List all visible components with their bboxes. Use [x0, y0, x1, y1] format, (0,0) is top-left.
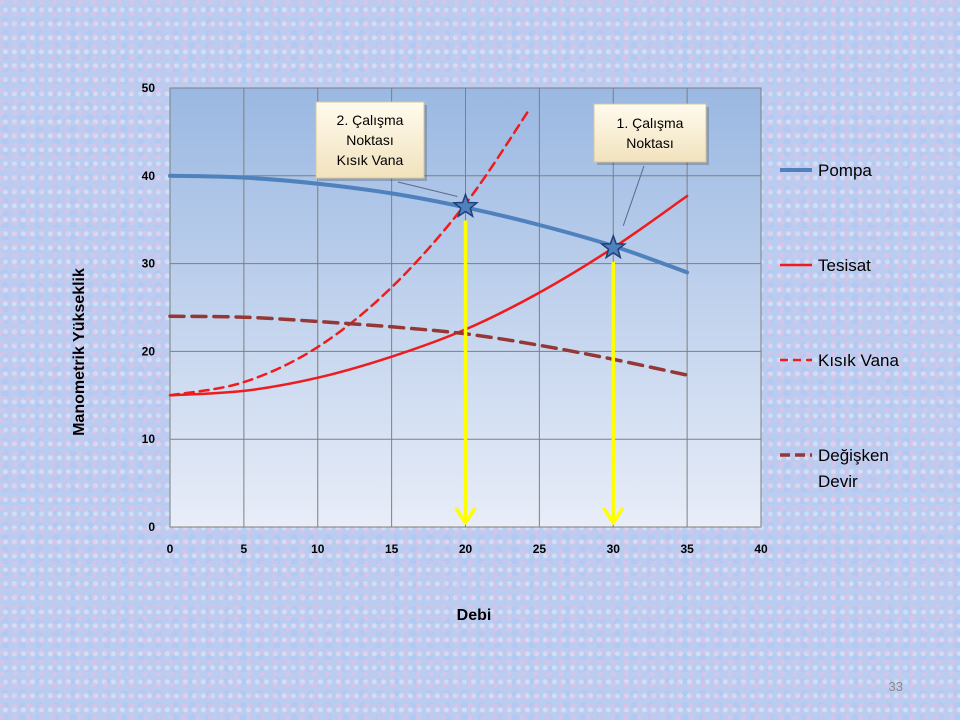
legend-item-4: Değişken Devir — [780, 446, 889, 491]
y-tick-label: 30 — [142, 257, 156, 271]
callout-leader-2 — [622, 165, 645, 226]
legend: Pompa Tesisat Kısık Vana Değişken Devir — [780, 161, 899, 491]
x-tick-label: 5 — [241, 542, 248, 556]
y-tick-label: 50 — [142, 81, 156, 95]
callout-leader-1 — [397, 181, 458, 198]
x-tick-label: 25 — [533, 542, 547, 556]
x-axis-title: Debi — [457, 607, 492, 624]
operating-point-star-2 — [599, 233, 627, 260]
x-tick-label: 20 — [459, 542, 473, 556]
callout-box-1 — [315, 101, 425, 179]
legend-label: Tesisat — [818, 256, 871, 275]
legend-item-1: Pompa — [780, 161, 872, 180]
x-tick-label: 40 — [754, 542, 768, 556]
x-tick-label: 30 — [607, 542, 621, 556]
callout-1: 2. Çalışma Noktası Kısık Vana — [315, 101, 458, 198]
y-axis-title: Manometrik Yükseklik — [71, 268, 88, 436]
x-tick-label: 0 — [167, 542, 174, 556]
x-tick-label: 15 — [385, 542, 399, 556]
legend-label: Kısık Vana — [818, 351, 899, 370]
callouts: 2. Çalışma Noktası Kısık Vana 1. Çalışma Nok… — [315, 101, 709, 226]
arrow-head-1 — [454, 507, 477, 525]
legend-item-3: Kısık Vana — [780, 351, 899, 370]
tick-labels: 0 5 10 15 20 25 30 35 40 0 10 20 30 40 50 — [142, 81, 768, 556]
callout-text-line: 1. Çalışma — [617, 115, 684, 131]
operating-point-markers — [452, 192, 627, 260]
legend-label: Pompa — [818, 161, 872, 180]
operating-point-star-1 — [452, 192, 479, 218]
series-line-4 — [168, 314, 689, 377]
callout-text-line: Kısık Vana — [337, 152, 404, 168]
arrow-head-2 — [602, 507, 624, 525]
operating-point-arrows — [454, 220, 624, 525]
x-tick-label: 10 — [311, 542, 325, 556]
page-number: 33 — [888, 679, 903, 694]
y-tick-label: 40 — [142, 169, 156, 183]
callout-text-line: Noktası — [626, 135, 673, 151]
legend-item-2: Tesisat — [780, 256, 871, 275]
callout-text-line: 2. Çalışma — [337, 112, 404, 128]
callout-box-2 — [593, 103, 707, 163]
callout-2: 1. Çalışma Noktası — [593, 103, 709, 226]
x-tick-label: 35 — [680, 542, 694, 556]
callout-text-line: Noktası — [346, 132, 393, 148]
legend-label: Değişken — [818, 446, 889, 465]
y-tick-label: 20 — [142, 344, 156, 358]
y-tick-label: 0 — [148, 520, 155, 534]
legend-label: Devir — [818, 472, 858, 491]
series-line-3 — [168, 108, 531, 397]
y-tick-label: 10 — [142, 432, 156, 446]
